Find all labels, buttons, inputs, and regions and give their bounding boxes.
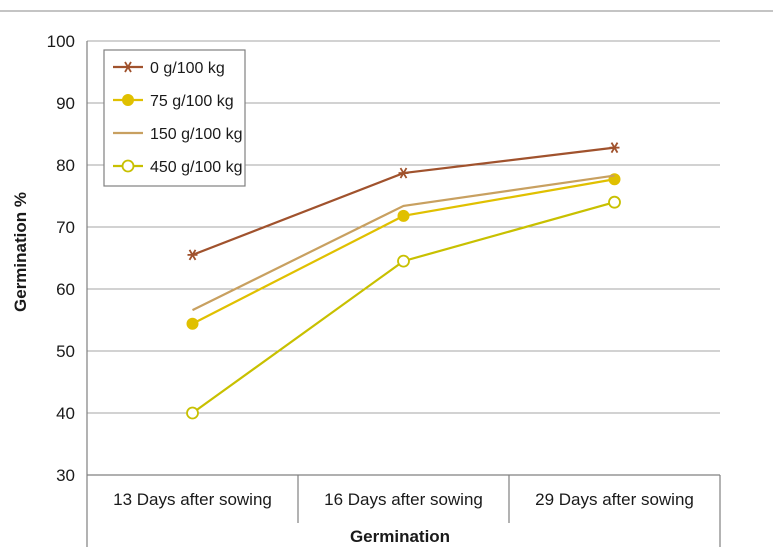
y-tick-label: 30 bbox=[56, 466, 75, 485]
y-tick-label: 100 bbox=[47, 32, 75, 51]
legend-entry: 75 g/100 kg bbox=[113, 93, 234, 110]
legend-entry: 0 g/100 kg bbox=[113, 60, 225, 77]
y-tick-label: 60 bbox=[56, 280, 75, 299]
series-0-g-100-kg bbox=[187, 142, 620, 261]
x-tick-label: 29 Days after sowing bbox=[535, 490, 694, 509]
y-tick-label: 90 bbox=[56, 94, 75, 113]
legend-entry: 450 g/100 kg bbox=[113, 159, 243, 176]
data-point bbox=[186, 317, 199, 330]
legend-entry: 150 g/100 kg bbox=[113, 126, 243, 143]
x-tick-labels: 13 Days after sowing 16 Days after sowing… bbox=[113, 490, 694, 509]
legend-label: 150 g/100 kg bbox=[150, 126, 243, 143]
series-75-g-100-kg bbox=[186, 173, 621, 330]
series-150-g-100-kg bbox=[192, 174, 615, 312]
data-point bbox=[186, 406, 199, 420]
data-point bbox=[397, 209, 410, 222]
series-lines bbox=[186, 142, 621, 420]
legend-label: 75 g/100 kg bbox=[150, 93, 234, 110]
x-axis-label: Germination bbox=[350, 527, 450, 546]
data-point bbox=[122, 94, 134, 106]
y-tick-labels: 30 40 50 60 70 80 90 100 bbox=[47, 32, 75, 485]
asterisk-stroke bbox=[610, 142, 619, 154]
data-point-asterisk bbox=[123, 61, 133, 73]
asterisk-stroke bbox=[399, 167, 408, 179]
y-tick-label: 50 bbox=[56, 342, 75, 361]
asterisk-stroke bbox=[124, 61, 132, 73]
series-line bbox=[191, 201, 615, 414]
y-tick-label: 80 bbox=[56, 156, 75, 175]
series-line bbox=[191, 178, 615, 325]
y-tick-label: 70 bbox=[56, 218, 75, 237]
data-point bbox=[121, 159, 135, 173]
x-tick-label: 13 Days after sowing bbox=[113, 490, 272, 509]
axes bbox=[86, 41, 721, 547]
series-line bbox=[192, 174, 615, 312]
data-point bbox=[397, 254, 410, 268]
series-line bbox=[192, 146, 615, 256]
legend: 0 g/100 kg 75 g/100 kg 150 g/100 kg 450 g/1… bbox=[103, 49, 246, 187]
y-axis-label: Germination % bbox=[11, 192, 30, 312]
data-point-asterisk bbox=[398, 167, 409, 179]
data-point bbox=[608, 195, 621, 209]
legend-label: 450 g/100 kg bbox=[150, 159, 243, 176]
data-point-asterisk bbox=[609, 142, 620, 154]
legend-label: 0 g/100 kg bbox=[150, 60, 225, 77]
x-tick-label: 16 Days after sowing bbox=[324, 490, 483, 509]
asterisk-stroke bbox=[188, 249, 197, 261]
y-tick-label: 40 bbox=[56, 404, 75, 423]
data-point-asterisk bbox=[187, 249, 198, 261]
series-450-g-100-kg bbox=[186, 195, 621, 420]
